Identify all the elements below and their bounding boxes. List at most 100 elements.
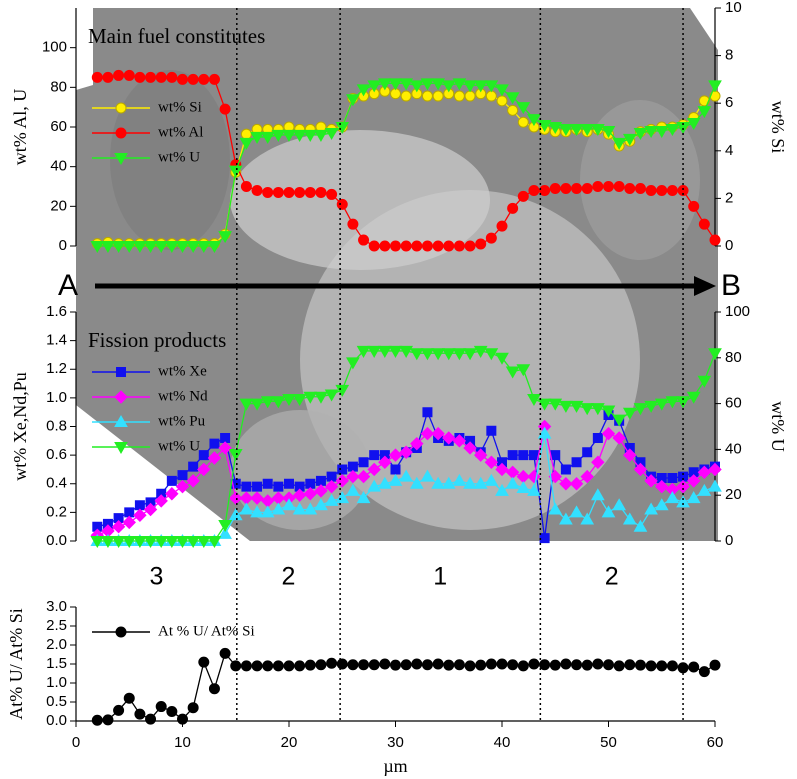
data-point — [347, 659, 359, 671]
region-label: 2 — [282, 563, 296, 591]
data-point — [409, 476, 424, 489]
data-point — [634, 182, 646, 194]
y2-axis-title: wt% U — [768, 401, 788, 452]
data-point — [686, 491, 701, 504]
data-point — [463, 441, 477, 455]
data-point — [665, 396, 680, 409]
data-point — [465, 435, 476, 446]
data-point — [697, 106, 712, 119]
data-point — [485, 658, 497, 670]
data-point — [676, 495, 690, 508]
data-point — [250, 505, 264, 518]
data-point — [239, 502, 254, 515]
data-point — [122, 515, 136, 530]
data-point — [420, 426, 435, 441]
data-point — [441, 476, 456, 489]
data-point — [358, 234, 370, 246]
data-point — [452, 78, 467, 91]
y-tick-label: 80 — [50, 78, 67, 95]
data-point — [601, 505, 616, 518]
data-point — [314, 484, 328, 498]
data-point — [633, 519, 648, 532]
data-point — [186, 536, 201, 549]
data-point — [241, 481, 252, 492]
data-point — [399, 445, 413, 459]
legend-swatch-marker — [114, 153, 128, 166]
data-point — [326, 188, 338, 200]
panel-title: Main fuel constitutes — [88, 24, 265, 48]
data-point — [421, 659, 433, 671]
data-point — [623, 448, 637, 462]
data-point — [484, 348, 499, 361]
data-point — [388, 78, 403, 91]
data-point — [560, 658, 572, 670]
data-point — [324, 127, 339, 140]
data-point — [175, 536, 190, 549]
data-point — [411, 658, 423, 670]
data-point — [303, 391, 318, 404]
data-point — [388, 448, 403, 462]
data-point — [377, 345, 392, 358]
y2-tick-label: 0 — [725, 532, 733, 549]
data-point — [111, 241, 126, 254]
data-point — [122, 536, 137, 549]
data-point — [250, 398, 264, 411]
data-point — [282, 498, 296, 511]
y-tick-label: 20 — [50, 197, 67, 214]
data-point — [528, 658, 540, 670]
data-point — [603, 181, 614, 192]
x-tick-label: 60 — [707, 734, 724, 751]
data-point — [495, 483, 509, 496]
data-point — [400, 240, 412, 252]
data-point — [452, 348, 467, 361]
data-point — [697, 483, 712, 496]
data-point — [569, 477, 584, 491]
y-tick-label: 60 — [50, 118, 67, 135]
data-point — [346, 357, 360, 370]
y-tick-label: 0.4 — [46, 475, 67, 492]
data-point — [177, 73, 188, 85]
data-point — [495, 84, 509, 97]
data-point — [368, 240, 380, 252]
data-point — [367, 479, 382, 492]
data-point — [624, 182, 636, 194]
data-point — [230, 660, 242, 672]
data-point — [644, 400, 658, 413]
data-point — [273, 481, 284, 492]
data-point — [421, 90, 433, 102]
data-point — [124, 507, 135, 518]
data-point — [496, 95, 508, 107]
data-point — [356, 345, 371, 358]
micrograph — [76, 8, 718, 541]
data-point — [516, 364, 531, 377]
data-point — [282, 129, 296, 142]
data-point — [686, 474, 701, 488]
data-point — [101, 536, 115, 549]
data-point — [409, 348, 424, 361]
x-tick-label: 40 — [494, 734, 511, 751]
data-point — [634, 659, 646, 671]
data-point — [590, 488, 605, 501]
data-point — [666, 184, 678, 196]
data-point — [580, 123, 595, 136]
data-point — [187, 73, 199, 85]
data-point — [708, 348, 722, 361]
data-point — [527, 114, 541, 127]
micrograph-grain — [110, 70, 230, 250]
panel-title: Fission products — [88, 328, 226, 352]
y-tick-label: 1.0 — [46, 389, 67, 406]
data-point — [709, 234, 721, 246]
data-point — [571, 182, 583, 194]
data-point — [198, 450, 209, 461]
data-point — [379, 240, 391, 252]
y2-tick-label: 10 — [725, 0, 742, 16]
legend-label: wt% U — [158, 438, 200, 454]
data-point — [252, 481, 263, 492]
legend-swatch-marker — [115, 626, 127, 638]
data-point — [708, 479, 722, 492]
arrow-end-label: B — [721, 269, 741, 302]
data-point — [517, 116, 529, 128]
data-point — [283, 660, 295, 672]
data-point — [603, 659, 614, 671]
data-point — [262, 478, 273, 489]
